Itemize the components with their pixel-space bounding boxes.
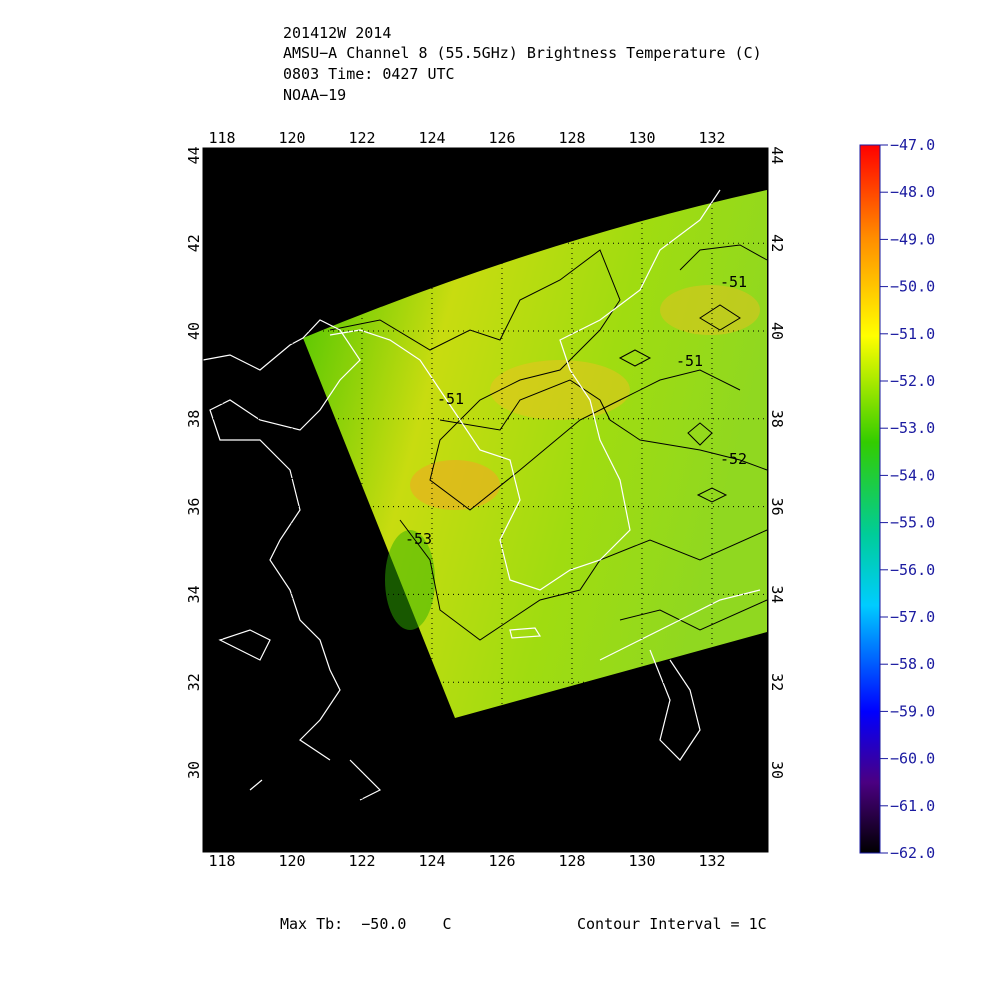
island: [218, 627, 542, 801]
lat-tick-label: 36: [185, 498, 203, 516]
lon-tick-label: 122: [348, 129, 375, 147]
lat-tick-label: 36: [768, 498, 786, 516]
lon-tick-label: 124: [418, 129, 445, 147]
coastlines: [202, 189, 761, 801]
colorbar-tick-label: −49.0: [890, 230, 935, 248]
contour: [679, 244, 768, 271]
contour-label: -52: [720, 450, 747, 468]
lon-tick-label: 130: [628, 852, 655, 870]
title-line: AMSU−A Channel 8 (55.5GHz) Brightness Te…: [283, 44, 762, 62]
colorbar-tick-label: −57.0: [890, 608, 935, 626]
lon-tick-label: 124: [418, 852, 445, 870]
lat-tick-label: 44: [768, 146, 786, 164]
lon-tick-label: 122: [348, 852, 375, 870]
colorbar-tick-label: −56.0: [890, 561, 935, 579]
colorbar-tick-label: −60.0: [890, 750, 935, 768]
map-frame: [202, 147, 769, 853]
lat-tick-label: 44: [185, 146, 203, 164]
contour-label: -51: [676, 352, 703, 370]
lon-tick-label: 120: [278, 129, 305, 147]
footer: Max Tb: −50.0 C Contour Interval = 1C: [280, 915, 767, 933]
lat-tick-label: 34: [185, 585, 203, 603]
lon-tick-label: 118: [208, 852, 235, 870]
lon-tick-label: 132: [698, 129, 725, 147]
lon-tick-label: 120: [278, 852, 305, 870]
colorbar-tick-label: −51.0: [890, 325, 935, 343]
colorbar-tick-label: −50.0: [890, 278, 935, 296]
lon-tick-label: 128: [558, 129, 585, 147]
graticule: [203, 148, 768, 852]
title-line: 201412W 2014: [283, 24, 391, 42]
lat-tick-label: 40: [768, 322, 786, 340]
colorbar-tick-label: −58.0: [890, 655, 935, 673]
colorbar-tick-label: −61.0: [890, 797, 935, 815]
colorbar-tick-label: −54.0: [890, 466, 935, 484]
title-line: NOAA−19: [283, 86, 346, 104]
colorbar-tick-label: −55.0: [890, 514, 935, 532]
colorbar-ramp: [859, 144, 881, 854]
contour-label: -53: [405, 530, 432, 548]
colorbar-tick-label: −53.0: [890, 419, 935, 437]
contour-label: -51: [720, 273, 747, 291]
contour: [399, 519, 768, 641]
lon-tick-label: 126: [488, 129, 515, 147]
colorbar-tick-label: −47.0: [890, 136, 935, 154]
warm-area: [660, 285, 760, 335]
lat-tick-label: 40: [185, 322, 203, 340]
coastline: [329, 189, 721, 591]
lat-tick-label: 42: [768, 234, 786, 252]
lat-tick-label: 32: [768, 673, 786, 691]
map: -51 -51 -51 -52 -53: [202, 147, 769, 853]
max-tb: Max Tb: −50.0 C: [280, 915, 452, 933]
lat-tick-label: 34: [768, 585, 786, 603]
lat-tick-label: 30: [185, 761, 203, 779]
lon-tick-label: 132: [698, 852, 725, 870]
colorbar-tick-label: −62.0: [890, 844, 935, 862]
contour: [618, 304, 741, 503]
colorbar-tick-label: −48.0: [890, 183, 935, 201]
lon-tick-label: 126: [488, 852, 515, 870]
colorbar: −47.0 −48.0 −49.0 −50.0 −51.0 −52.0 −53.0 −54.0…: [859, 136, 935, 862]
cool-area: [385, 530, 435, 630]
lat-tick-label: 38: [185, 410, 203, 428]
contour-interval: Contour Interval = 1C: [577, 915, 767, 933]
contour-label: -51: [437, 390, 464, 408]
coastline: [202, 319, 361, 761]
lon-tick-label: 128: [558, 852, 585, 870]
lat-tick-label: 42: [185, 234, 203, 252]
warm-area: [410, 460, 500, 510]
title-line: 0803 Time: 0427 UTC: [283, 65, 455, 83]
lat-tick-label: 38: [768, 410, 786, 428]
lon-tick-label: 130: [628, 129, 655, 147]
warm-area: [490, 360, 630, 420]
lat-tick-label: 30: [768, 761, 786, 779]
colorbar-tick-label: −52.0: [890, 372, 935, 390]
contour: [439, 379, 768, 471]
lon-tick-label: 118: [208, 129, 235, 147]
coastline: [599, 589, 761, 761]
colorbar-tick-label: −59.0: [890, 702, 935, 720]
lat-tick-label: 32: [185, 673, 203, 691]
contour: [329, 249, 741, 511]
header: 201412W 2014 AMSU−A Channel 8 (55.5GHz) …: [283, 24, 762, 104]
